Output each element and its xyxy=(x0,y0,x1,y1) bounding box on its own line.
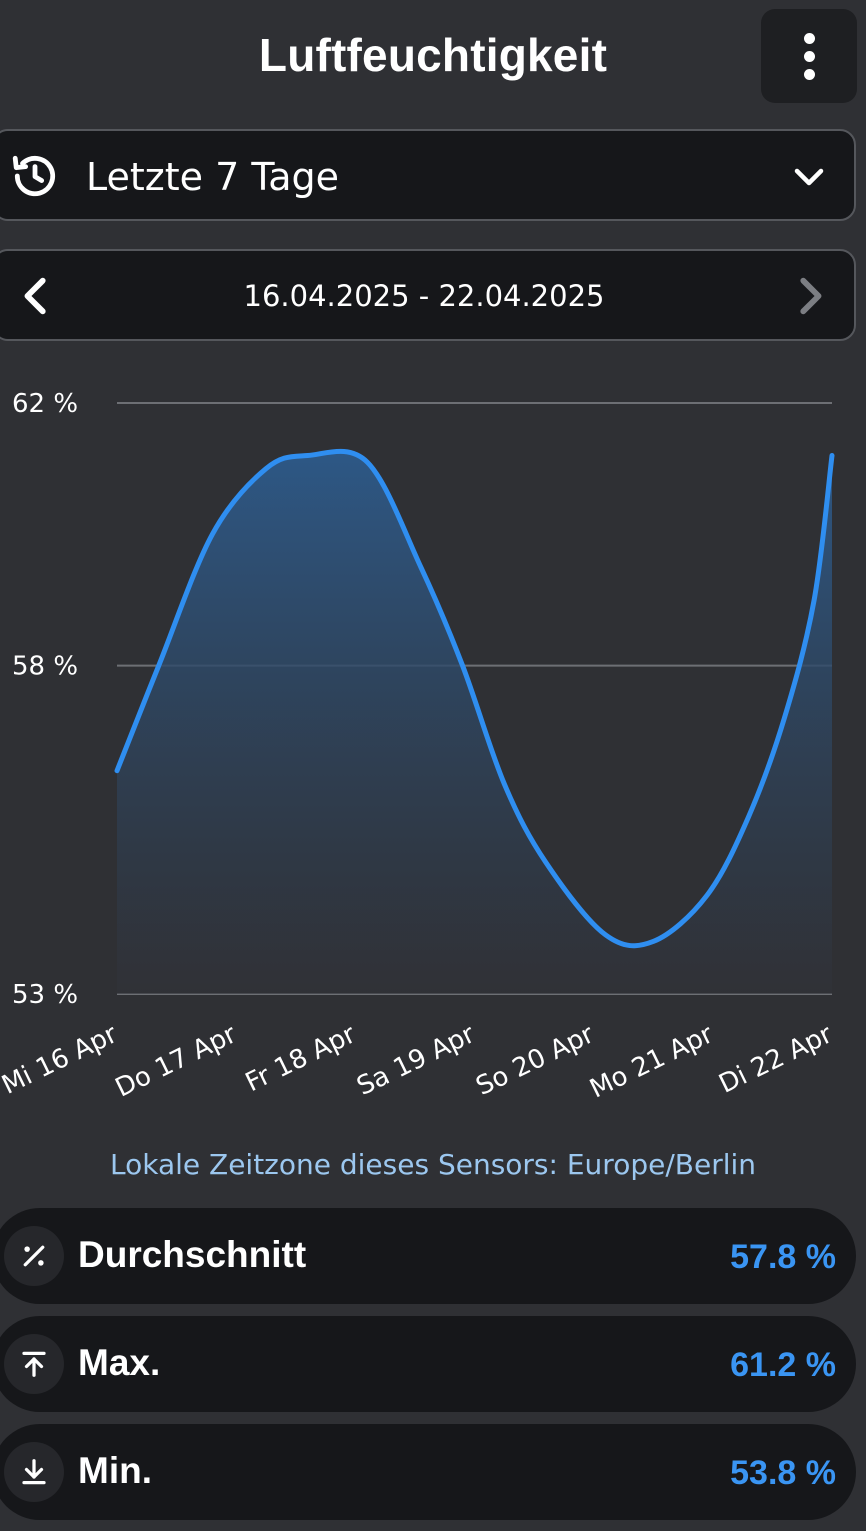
x-tick-label: Fr 18 Apr xyxy=(241,1019,361,1098)
percent-icon xyxy=(4,1226,64,1286)
stat-value: 57.8 % xyxy=(730,1238,836,1276)
stat-min: Min. 53.8 % xyxy=(0,1424,856,1520)
chevron-left-icon[interactable] xyxy=(14,273,60,319)
x-tick-label: Di 22 Apr xyxy=(714,1019,837,1100)
x-tick-label: Do 17 Apr xyxy=(111,1019,242,1103)
y-tick-label: 62 % xyxy=(12,389,78,419)
more-options-button[interactable] xyxy=(761,9,857,103)
arrow-down-to-line-icon xyxy=(4,1442,64,1502)
stat-average: Durchschnitt 57.8 % xyxy=(0,1208,856,1304)
stat-value: 61.2 % xyxy=(730,1346,836,1384)
x-tick-label: Mi 16 Apr xyxy=(0,1019,122,1101)
stat-label: Durchschnitt xyxy=(78,1234,307,1275)
x-tick-label: Mo 21 Apr xyxy=(585,1019,718,1104)
chevron-right-icon[interactable] xyxy=(786,273,832,319)
stat-label: Min. xyxy=(78,1450,152,1491)
chevron-down-icon xyxy=(794,168,824,186)
date-navigator: 16.04.2025 - 22.04.2025 xyxy=(0,249,856,341)
stat-label: Max. xyxy=(78,1342,161,1383)
y-tick-label: 58 % xyxy=(12,652,78,682)
time-range-label: Letzte 7 Tage xyxy=(86,155,340,199)
stat-max: Max. 61.2 % xyxy=(0,1316,856,1412)
more-vertical-icon xyxy=(803,32,815,44)
page-title: Luftfeuchtigkeit xyxy=(258,29,608,81)
date-range-label: 16.04.2025 - 22.04.2025 xyxy=(243,279,605,313)
humidity-area xyxy=(117,451,832,995)
time-range-select[interactable]: Letzte 7 Tage xyxy=(0,129,856,221)
humidity-line xyxy=(114,448,835,949)
arrow-up-to-line-icon xyxy=(4,1334,64,1394)
x-tick-label: Sa 19 Apr xyxy=(352,1019,480,1102)
timezone-note: Lokale Zeitzone dieses Sensors: Europe/B… xyxy=(109,1148,757,1181)
x-tick-label: So 20 Apr xyxy=(471,1019,599,1102)
history-icon xyxy=(12,155,56,197)
y-tick-label: 53 % xyxy=(12,980,78,1010)
stat-value: 53.8 % xyxy=(730,1454,836,1492)
